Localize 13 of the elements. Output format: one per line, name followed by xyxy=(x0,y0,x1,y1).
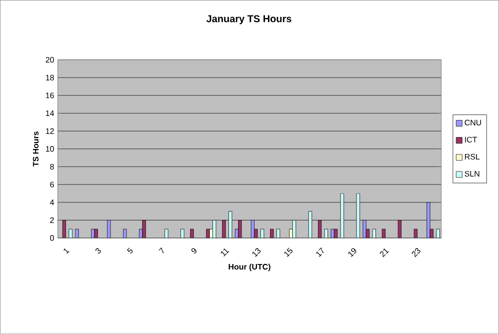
bar xyxy=(190,228,194,238)
bar xyxy=(436,228,440,238)
bar xyxy=(270,228,274,238)
bar xyxy=(324,228,328,238)
bar xyxy=(180,228,184,238)
bar xyxy=(260,228,264,238)
bar xyxy=(372,228,376,238)
bar xyxy=(276,228,280,238)
chart-title: January TS Hours xyxy=(206,15,292,24)
bar xyxy=(414,228,418,238)
bar xyxy=(382,228,386,238)
bar xyxy=(164,228,168,238)
bar xyxy=(68,228,72,238)
